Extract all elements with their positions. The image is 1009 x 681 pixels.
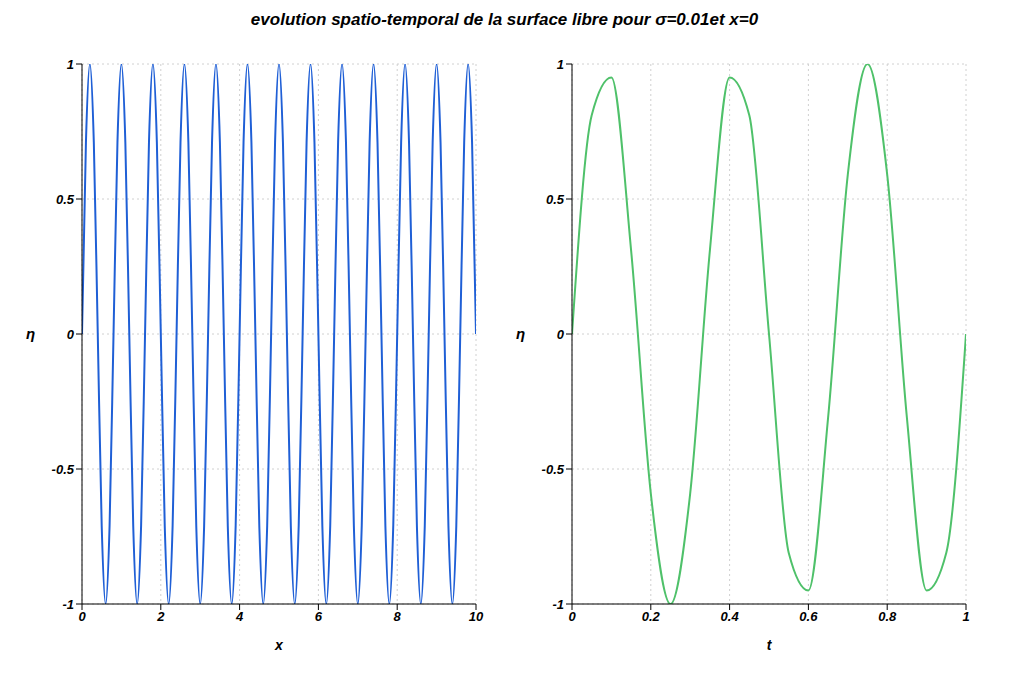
svg-text:0.4: 0.4 xyxy=(721,609,740,624)
svg-text:-1: -1 xyxy=(552,597,564,612)
svg-text:8: 8 xyxy=(394,609,402,624)
svg-text:1: 1 xyxy=(962,609,969,624)
svg-text:0.5: 0.5 xyxy=(56,192,75,207)
svg-text:0: 0 xyxy=(78,609,86,624)
svg-text:η: η xyxy=(516,325,525,342)
svg-text:0: 0 xyxy=(67,327,75,342)
html-text:evolution spatio-temporal de l: evolution spatio-temporal de la surface … xyxy=(250,10,759,29)
svg-text:2: 2 xyxy=(156,609,165,624)
svg-text:0.5: 0.5 xyxy=(546,192,565,207)
svg-text:0.6: 0.6 xyxy=(799,609,818,624)
svg-text:0.2: 0.2 xyxy=(642,609,661,624)
svg-text:4: 4 xyxy=(235,609,244,624)
svg-text:-1: -1 xyxy=(62,597,74,612)
svg-text:6: 6 xyxy=(315,609,323,624)
svg-text:-0.5: -0.5 xyxy=(542,462,565,477)
svg-text:1: 1 xyxy=(557,57,564,72)
svg-text:η: η xyxy=(26,325,35,342)
svg-text:x: x xyxy=(274,637,284,653)
svg-text:t: t xyxy=(767,637,773,653)
svg-text:0: 0 xyxy=(557,327,565,342)
svg-text:0: 0 xyxy=(568,609,576,624)
svg-text:1: 1 xyxy=(67,57,74,72)
svg-text:10: 10 xyxy=(469,609,484,624)
svg-text:0.8: 0.8 xyxy=(878,609,897,624)
svg-text:-0.5: -0.5 xyxy=(52,462,75,477)
